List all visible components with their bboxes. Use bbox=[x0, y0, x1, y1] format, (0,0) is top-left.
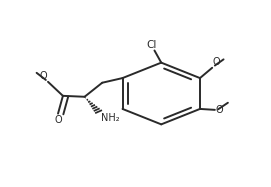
Text: Cl: Cl bbox=[147, 40, 157, 50]
Text: O: O bbox=[216, 105, 223, 115]
Text: O: O bbox=[40, 71, 47, 81]
Text: O: O bbox=[54, 115, 62, 125]
Text: O: O bbox=[213, 57, 221, 67]
Text: NH₂: NH₂ bbox=[101, 113, 120, 123]
